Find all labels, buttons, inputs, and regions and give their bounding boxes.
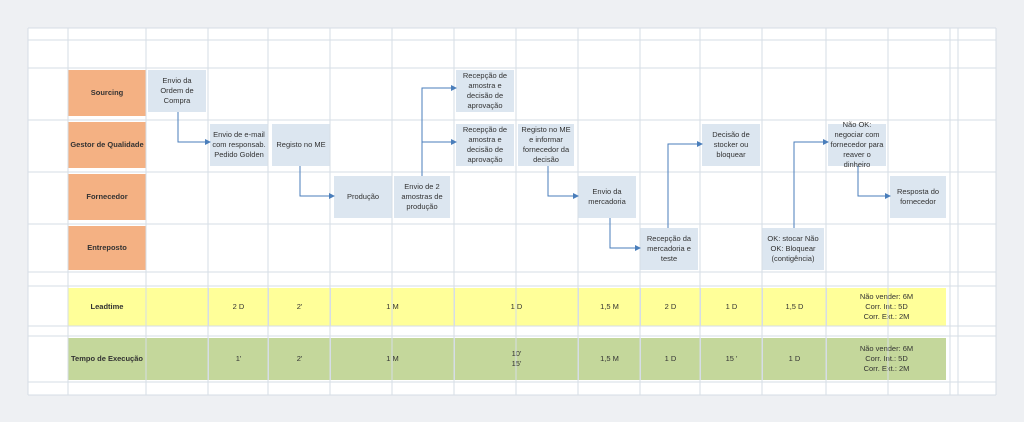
text: OK: stocar Não OK: Bloquear (contigência… [767, 234, 819, 263]
metric-label: Leadtime [68, 288, 146, 326]
process-step: Resposta do fornecedor [890, 176, 946, 218]
process-step: Registo no ME [272, 124, 330, 166]
process-step: Envio da mercadoria [578, 176, 636, 218]
text: Não vender: 6M [859, 344, 914, 353]
lane-label: Sourcing [68, 70, 146, 116]
metric-cell: 2' [268, 288, 330, 326]
text: 1,5 M [600, 302, 619, 311]
text: 2 D [232, 302, 245, 311]
process-step: Recepção de amostra e decisão de aprovaç… [456, 70, 514, 112]
process-step: Envio de e-mail com responsab. Pedido Go… [210, 124, 268, 166]
text: Não vender: 6M [859, 292, 914, 301]
text: 1 D [664, 354, 677, 363]
text: 1' [235, 354, 242, 363]
text: Registo no ME [276, 140, 326, 149]
metric-cell: 1 D [700, 288, 762, 326]
process-step: Recepção de amostra e decisão de aprovaç… [456, 124, 514, 166]
process-step: Decisão de stocker ou bloquear [702, 124, 760, 166]
text: Entreposto [87, 243, 127, 252]
lane-label: Entreposto [68, 226, 146, 270]
arrow [421, 85, 457, 176]
text: 1 D [725, 302, 738, 311]
text: Leadtime [90, 302, 124, 311]
text: Corr. Ext.: 2M [863, 312, 910, 321]
process-step: Envio de 2 amostras de produção [394, 176, 450, 218]
metric-cell: 1 D [762, 338, 826, 380]
process-step: Registo no ME e informar fornecedor da d… [518, 124, 574, 166]
text: Envio de 2 amostras de produção [401, 182, 443, 211]
text: 2 D [664, 302, 677, 311]
arrow [609, 218, 641, 251]
text: Envio da mercadoria [588, 187, 626, 206]
metric-cell: 1' [208, 338, 268, 380]
lane-label: Fornecedor [68, 174, 146, 220]
text: Recepção de amostra e decisão de aprovaç… [462, 125, 508, 164]
text: Registo no ME e informar fornecedor da d… [521, 125, 571, 164]
text: 1,5 D [785, 302, 804, 311]
text: Tempo de Execução [71, 354, 143, 363]
text: Não OK: negociar com fornecedor para rea… [830, 120, 884, 169]
text: Envio de e-mail com responsab. Pedido Go… [212, 130, 266, 159]
text: Decisão de stocker ou bloquear [712, 130, 750, 159]
process-step: Envio da Ordem de Compra [148, 70, 206, 112]
arrow [667, 141, 703, 228]
text: Recepção de amostra e decisão de aprovaç… [462, 71, 508, 110]
text: Sourcing [90, 88, 124, 97]
text: 1 D [788, 354, 801, 363]
metric-cell: 2 D [208, 288, 268, 326]
metric-cell: 2 D [640, 288, 700, 326]
text: Corr. Int.: 5D [865, 302, 908, 311]
metric-cell: 1,5 M [578, 338, 640, 380]
metric-cell: 1 D [640, 338, 700, 380]
text: Fornecedor [86, 192, 128, 201]
process-step: Recepção da mercadoria e teste [640, 228, 698, 270]
text: Gestor de Qualidade [70, 140, 144, 149]
text: 2' [296, 354, 303, 363]
lane-label: Gestor de Qualidade [68, 122, 146, 168]
arrow [547, 166, 579, 199]
text: Resposta do fornecedor [896, 187, 940, 206]
text: Recepção da mercadoria e teste [646, 234, 692, 263]
metric-cell: Não vender: 6M Corr. Int.: 5D Corr. Ext.: … [826, 338, 946, 380]
text: Envio da Ordem de Compra [160, 76, 194, 105]
text: 15 ' [725, 354, 738, 363]
arrow [857, 166, 891, 199]
process-step: Produção [334, 176, 392, 218]
process-step: OK: stocar Não OK: Bloquear (contigência… [762, 228, 824, 270]
arrow [299, 166, 335, 199]
metric-cell: 1,5 D [762, 288, 826, 326]
text: 2' [296, 302, 303, 311]
metric-cell: 2' [268, 338, 330, 380]
text: Produção [346, 192, 380, 201]
text: Corr. Int.: 5D [865, 354, 908, 363]
process-step: Não OK: negociar com fornecedor para rea… [828, 120, 886, 169]
metric-cell: Não vender: 6M Corr. Int.: 5D Corr. Ext.: … [826, 288, 946, 326]
metric-label: Tempo de Execução [68, 338, 146, 380]
text: 1,5 M [600, 354, 619, 363]
arrow [793, 139, 829, 228]
arrow [177, 112, 211, 145]
text: Corr. Ext.: 2M [863, 364, 910, 373]
